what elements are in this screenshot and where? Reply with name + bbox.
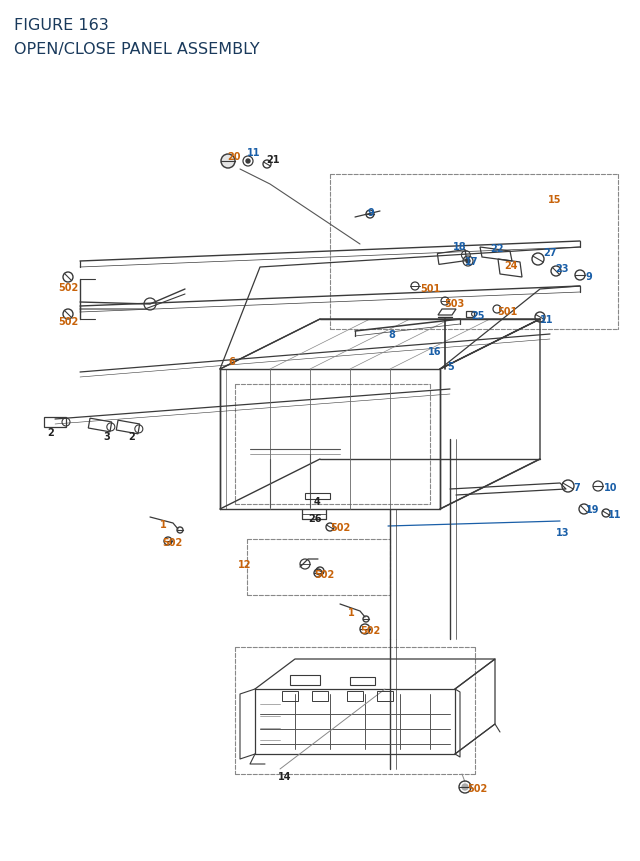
- Text: 501: 501: [497, 307, 517, 317]
- Text: 6: 6: [228, 356, 235, 367]
- Text: 3: 3: [103, 431, 109, 442]
- Text: 11: 11: [247, 148, 260, 158]
- Text: 5: 5: [447, 362, 454, 372]
- Circle shape: [462, 784, 468, 790]
- Text: 15: 15: [548, 195, 561, 205]
- Text: 2: 2: [47, 428, 54, 437]
- Text: 502: 502: [314, 569, 334, 579]
- Text: 4: 4: [314, 497, 321, 506]
- Text: 9: 9: [367, 208, 374, 218]
- Text: 21: 21: [266, 155, 280, 164]
- Text: 27: 27: [543, 248, 557, 257]
- Text: 502: 502: [467, 784, 487, 793]
- Text: 8: 8: [388, 330, 395, 339]
- Text: 502: 502: [162, 537, 182, 548]
- Text: 17: 17: [465, 257, 479, 267]
- Text: 19: 19: [586, 505, 600, 514]
- Text: 502: 502: [58, 282, 78, 293]
- Text: 502: 502: [58, 317, 78, 326]
- Text: 1: 1: [160, 519, 167, 530]
- Circle shape: [221, 155, 235, 169]
- Text: 2: 2: [128, 431, 135, 442]
- Text: 22: 22: [490, 244, 504, 254]
- Text: 9: 9: [585, 272, 592, 282]
- Text: 13: 13: [556, 528, 570, 537]
- Text: OPEN/CLOSE PANEL ASSEMBLY: OPEN/CLOSE PANEL ASSEMBLY: [14, 42, 260, 57]
- Text: 26: 26: [308, 513, 321, 523]
- Text: 501: 501: [420, 283, 440, 294]
- Text: 11: 11: [608, 510, 621, 519]
- Circle shape: [246, 160, 250, 164]
- Text: 7: 7: [573, 482, 580, 492]
- Text: 11: 11: [540, 314, 554, 325]
- Text: 16: 16: [428, 347, 442, 356]
- Circle shape: [466, 260, 470, 263]
- Text: 25: 25: [471, 311, 484, 320]
- Text: 502: 502: [360, 625, 380, 635]
- Text: 502: 502: [330, 523, 350, 532]
- Text: FIGURE 163: FIGURE 163: [14, 18, 109, 33]
- Text: 10: 10: [604, 482, 618, 492]
- Text: 12: 12: [238, 560, 252, 569]
- Text: 18: 18: [453, 242, 467, 251]
- Text: 23: 23: [555, 263, 568, 274]
- Text: 503: 503: [444, 299, 464, 308]
- Text: 24: 24: [504, 261, 518, 270]
- Text: 14: 14: [278, 771, 291, 781]
- Text: 1: 1: [348, 607, 355, 617]
- Text: 20: 20: [227, 152, 241, 162]
